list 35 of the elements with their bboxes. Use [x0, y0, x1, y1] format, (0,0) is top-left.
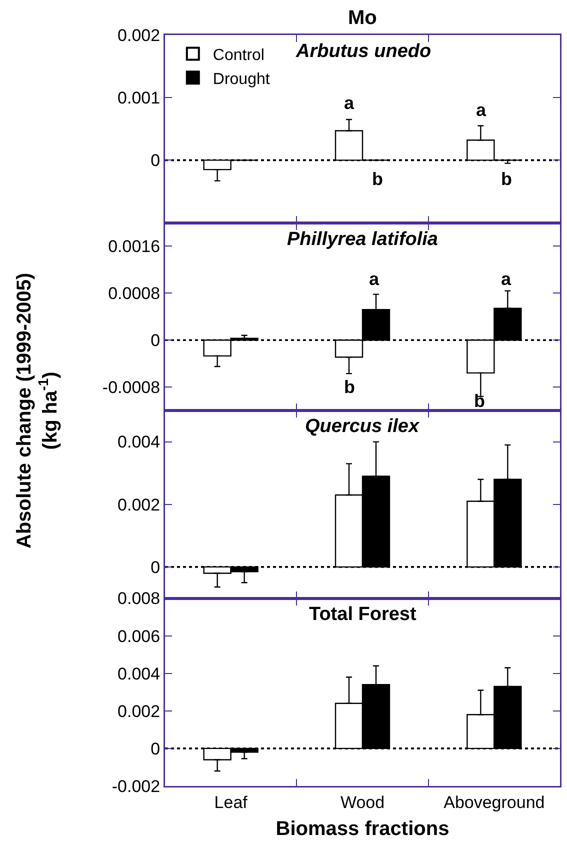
- y-tick-label: 0.001: [118, 88, 160, 108]
- y-tick-label: 0.002: [118, 26, 160, 45]
- annotation: b: [372, 169, 383, 189]
- y-tick-label: 0.004: [118, 432, 160, 452]
- y-tick-label: 0.002: [118, 702, 160, 721]
- y-tick-label: 0.0016: [108, 237, 160, 256]
- annotation: a: [369, 269, 380, 289]
- y-tick-label: 0.008: [118, 589, 160, 608]
- annotation: a: [476, 100, 487, 120]
- annotation: b: [501, 169, 512, 189]
- annotation: a: [344, 93, 355, 113]
- y-tick-label: 0: [150, 739, 160, 758]
- chart-title: Arbutus unedo: [295, 41, 432, 62]
- y-tick-label: 0: [150, 151, 160, 170]
- x-axis-title: Biomass fractions: [276, 818, 450, 840]
- y-tick-label: 0: [150, 331, 160, 350]
- y-tick-label: 0.004: [118, 664, 160, 684]
- y-tick-label: 0: [150, 558, 160, 577]
- legend-label: Control: [212, 47, 264, 64]
- x-tick-label: Leaf: [214, 792, 248, 812]
- y-tick-label: 0.002: [118, 495, 160, 514]
- y-tick-label: -0.0008: [102, 378, 160, 397]
- annotation: b: [474, 391, 485, 411]
- chart-title: Total Forest: [309, 604, 417, 625]
- y-tick-label: 0.0008: [108, 284, 160, 304]
- x-tick-label: Aboveground: [444, 792, 545, 812]
- text: Mo: [348, 7, 377, 29]
- chart-title: Phillyrea latifolia: [287, 229, 438, 250]
- legend-label: Drought: [212, 70, 270, 88]
- annotation: b: [344, 377, 355, 397]
- y-tick-label: -0.002: [112, 776, 160, 796]
- chart-title: Quercus ilex: [305, 416, 420, 437]
- y-tick-label: 0.006: [118, 626, 160, 646]
- annotation: a: [501, 269, 512, 289]
- x-tick-label: Wood: [340, 792, 385, 812]
